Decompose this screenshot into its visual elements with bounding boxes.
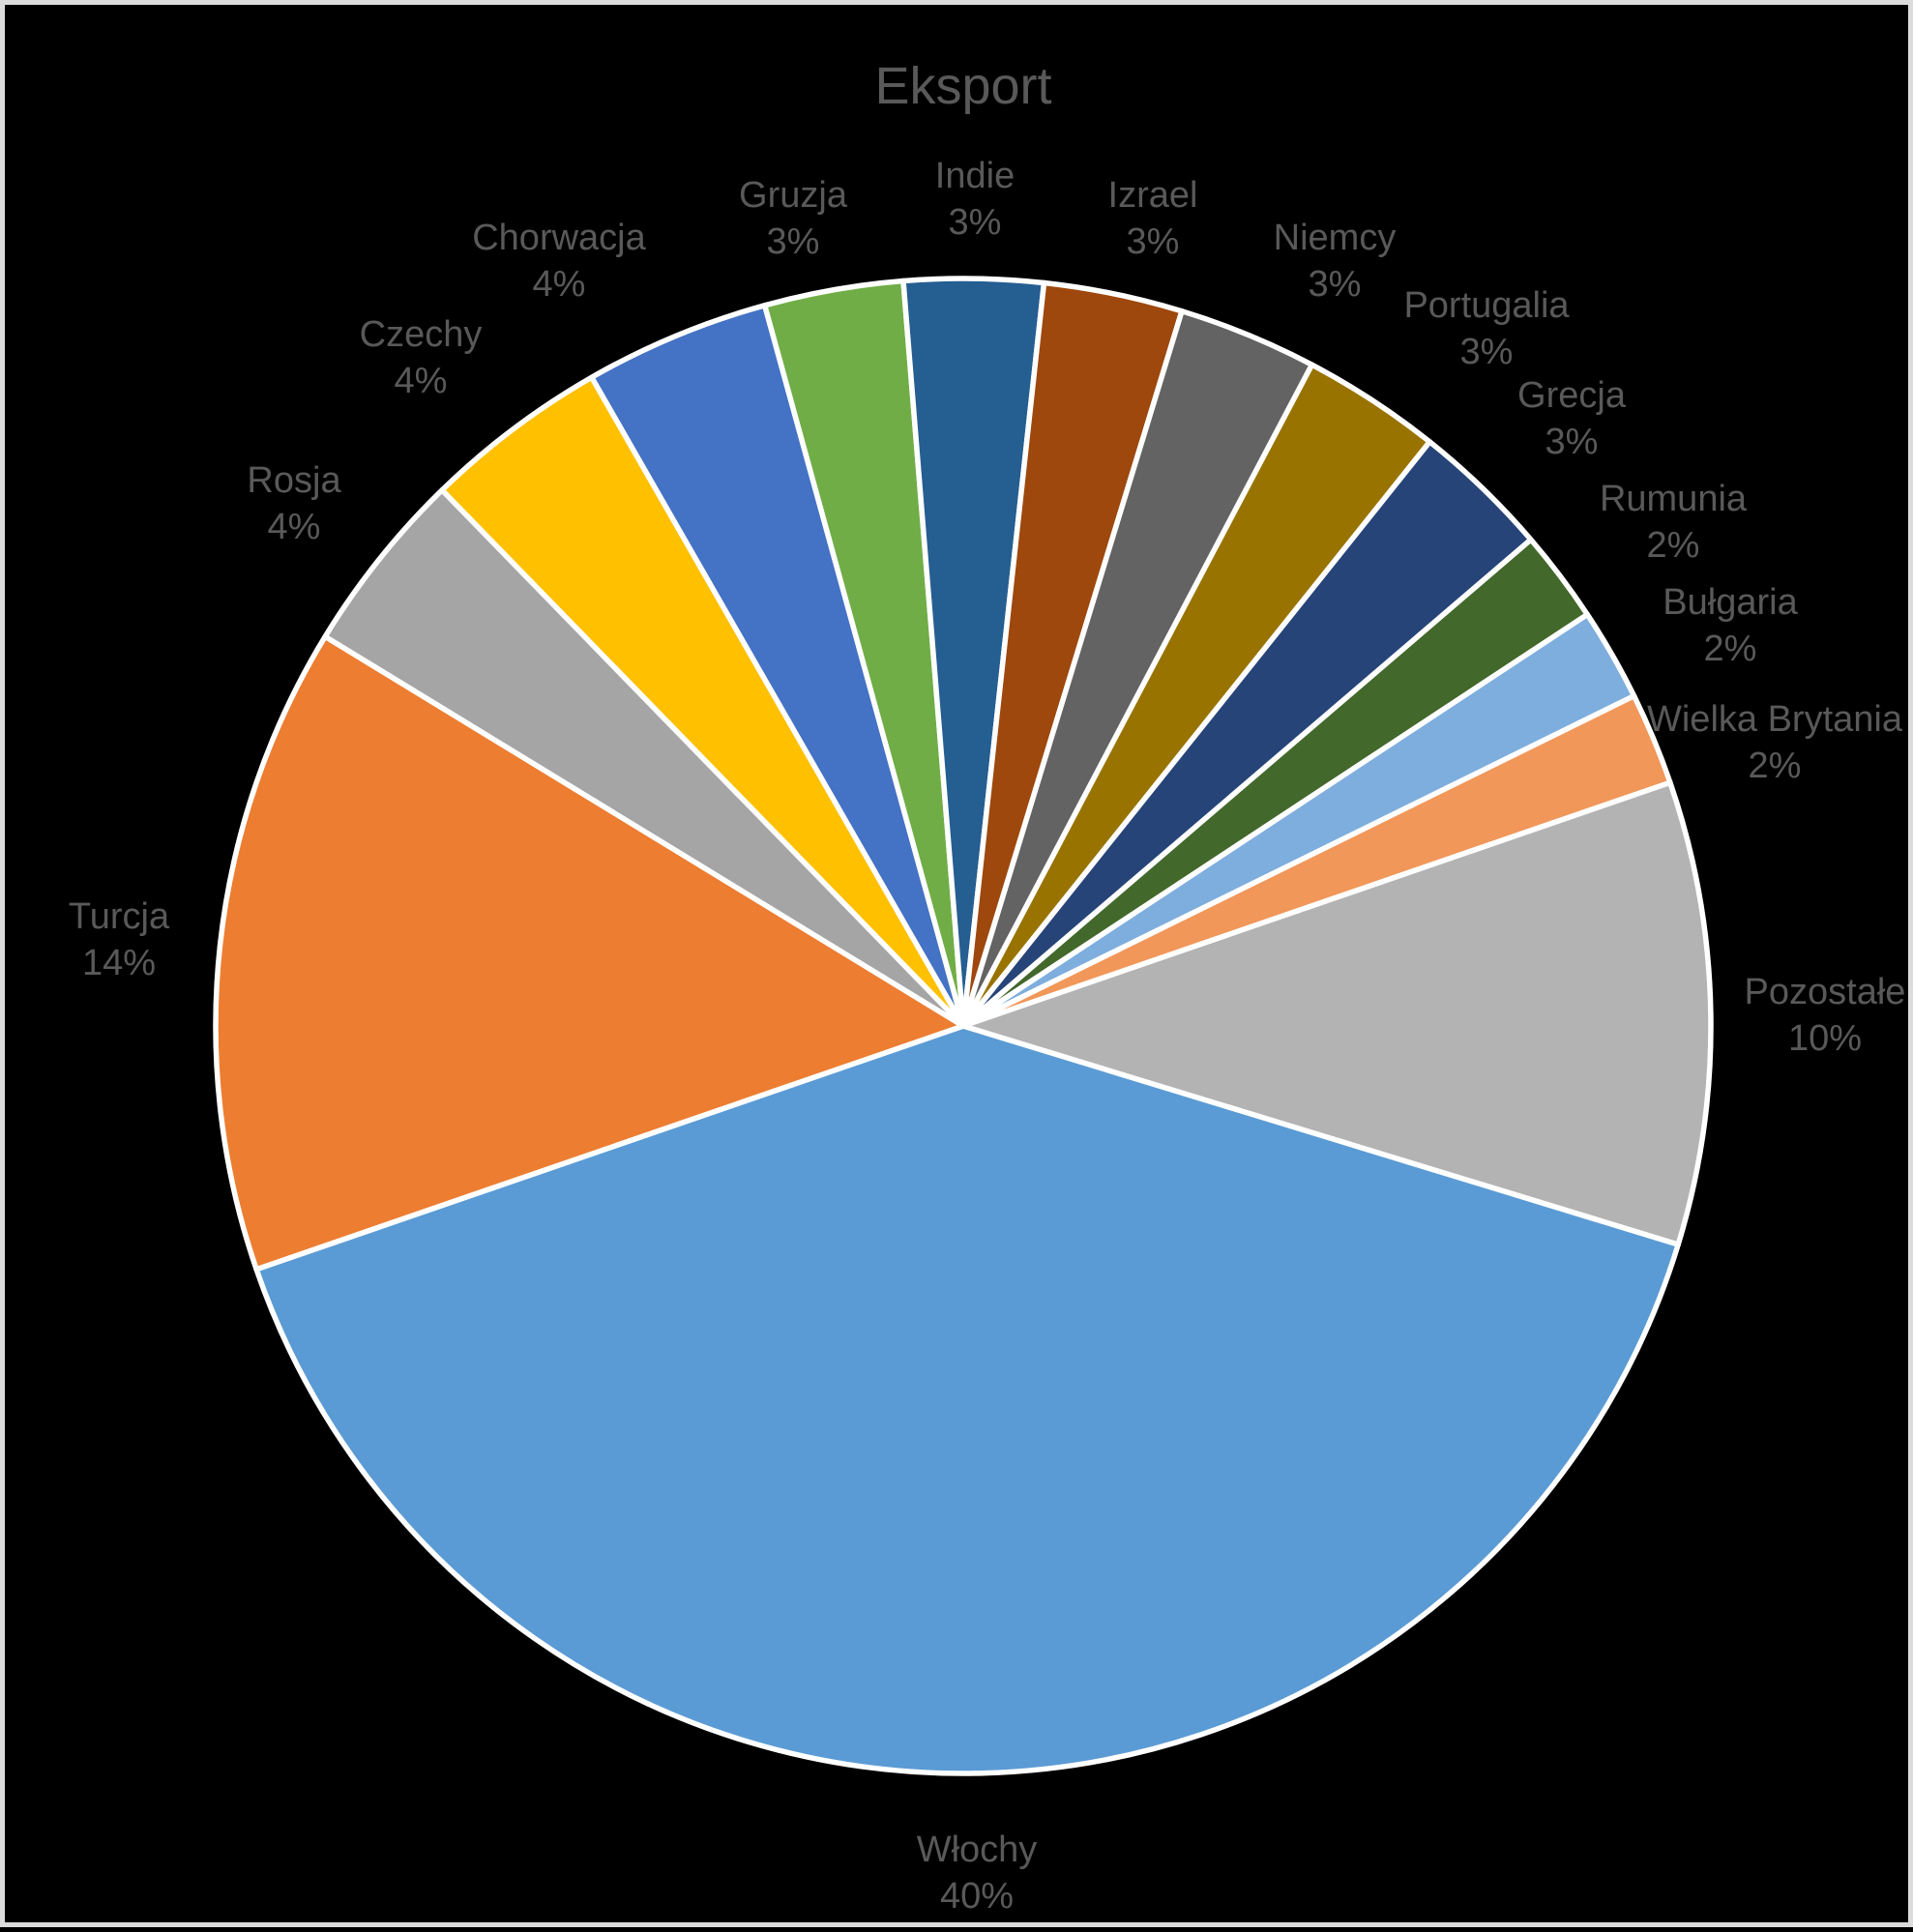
pie-slice-czechy[interactable] [439,374,966,1029]
pie-slice-chorwacja[interactable] [589,303,966,1029]
slice-label-name: Rumunia [1600,479,1748,519]
slice-label-name: Turcja [69,896,170,937]
slice-label-percent: 3% [767,221,820,262]
slice-label-name: Wielka Brytania [1647,699,1903,740]
slice-label-percent: 4% [533,264,586,305]
slice-label-percent: 3% [1545,422,1599,462]
slice-label-name: Indie [935,156,1015,196]
slice-label-wielka-brytania: Wielka Brytania 2% [1647,699,1903,786]
slice-label-grecja: Grecja 3% [1517,375,1627,462]
slice-label-name: Włochy [917,1830,1038,1870]
slice-label-percent: 14% [82,943,156,983]
slice-label-izrael: Izrael 3% [1108,175,1198,262]
slice-label-percent: 2% [1749,746,1802,786]
slice-label-gruzja: Gruzja 3% [739,175,848,262]
slice-label-percent: 3% [949,202,1002,243]
slice-label-czechy: Czechy 4% [360,314,483,401]
slice-label-name: Izrael [1108,175,1198,216]
slice-label-name: Rosja [247,460,341,501]
slice-label-percent: 2% [1704,629,1757,669]
chart-title: Eksport [874,57,1051,115]
slice-label-percent: 40% [940,1876,1014,1917]
slice-label-name: Gruzja [739,175,848,216]
slice-label-percent: 3% [1309,264,1362,305]
slice-label-wlochy: Włochy 40% [917,1830,1038,1917]
pie-labels-group: Włochy 40%Turcja 14%Rosja 4%Czechy 4%Chorwac… [69,156,1906,1917]
slice-label-percent: 2% [1647,525,1700,566]
slice-label-portugalia: Portugalia 3% [1403,285,1570,372]
slice-label-chorwacja: Chorwacja 4% [472,218,646,305]
slice-label-indie: Indie 3% [935,156,1015,243]
slice-label-name: Czechy [360,314,483,355]
slice-label-pozostale: Pozostałe 10% [1745,972,1906,1059]
pie-slice-wlochy[interactable] [253,1023,1681,1776]
slice-label-percent: 3% [1460,332,1514,372]
slice-label-rumunia: Rumunia 2% [1600,479,1748,566]
pie-slice-pozostale[interactable] [960,779,1714,1247]
slice-label-percent: 4% [395,361,448,401]
slice-label-percent: 4% [268,507,321,547]
slice-label-turcja: Turcja 14% [69,896,170,983]
slice-label-bulgaria: Bułgaria 2% [1663,582,1798,669]
slice-label-percent: 10% [1788,1018,1862,1059]
slice-label-name: Chorwacja [472,218,646,258]
slice-label-name: Portugalia [1403,285,1570,326]
slice-label-niemcy: Niemcy 3% [1274,218,1397,305]
pie-chart: Eksport Włochy 40% Turcja 14% Rosja 4% Czechy 4… [69,57,1906,1917]
pie-slice-turcja[interactable] [213,633,966,1273]
slice-label-rosja: Rosja 4% [247,460,341,547]
pie-slice-rosja[interactable] [322,487,966,1029]
slice-label-name: Pozostałe [1745,972,1906,1012]
slice-label-percent: 3% [1127,221,1180,262]
slice-label-name: Grecja [1517,375,1627,416]
slice-label-name: Bułgaria [1663,582,1798,623]
pie-slices-group [213,276,1714,1776]
slice-label-name: Niemcy [1274,218,1397,258]
